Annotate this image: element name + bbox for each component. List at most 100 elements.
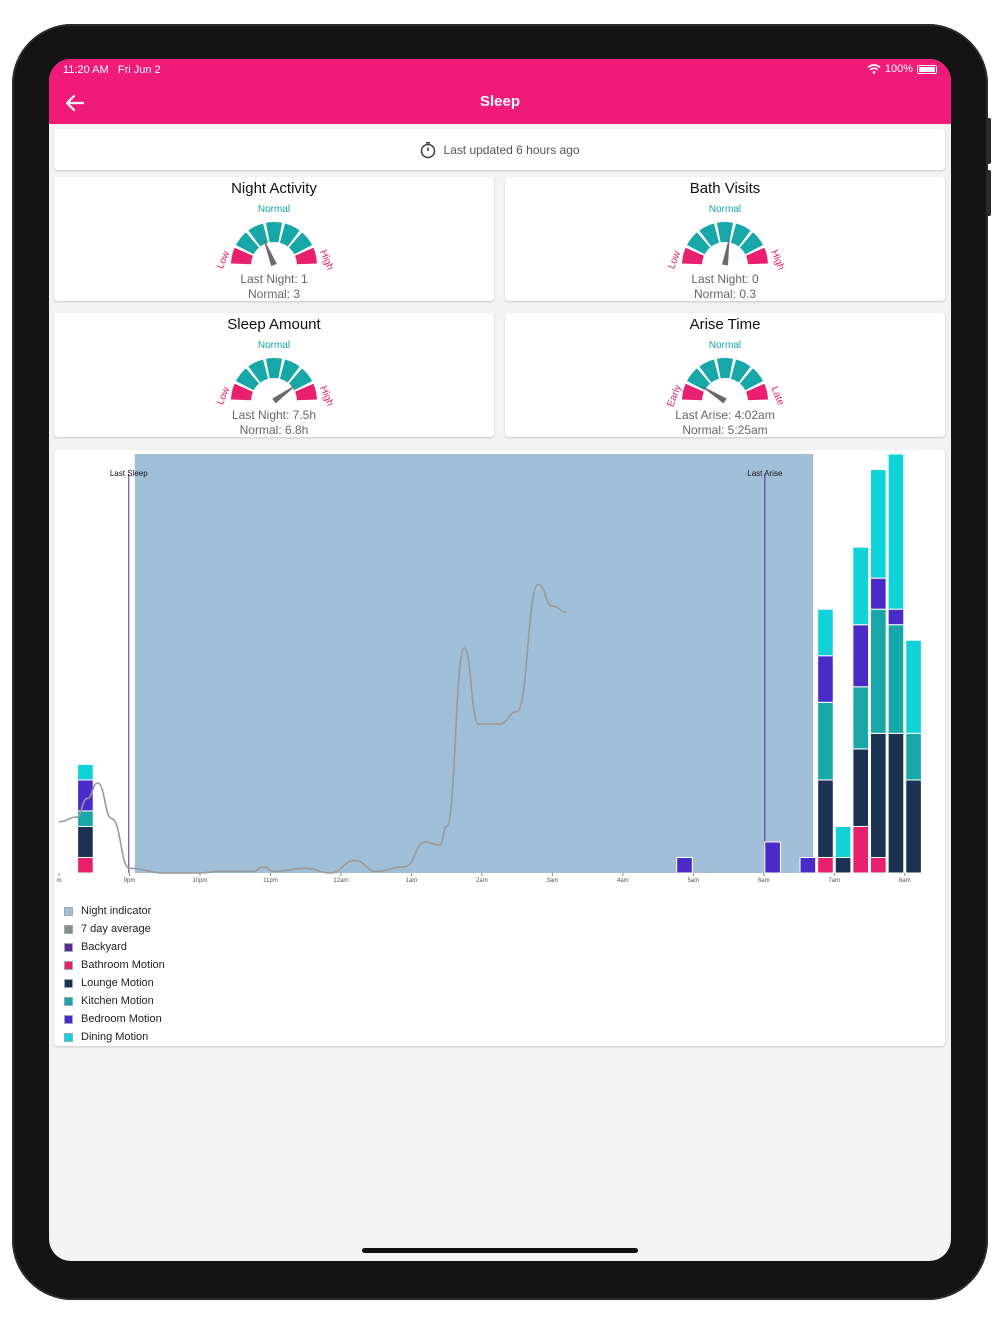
- gauge-card-sleep-amount[interactable]: Sleep Amount Normal Low High Last Night: …: [54, 313, 494, 437]
- legend-item[interactable]: Kitchen Motion: [64, 992, 165, 1010]
- last-updated-row: Last updated 6 hours ago: [54, 141, 945, 159]
- legend-item[interactable]: Night indicator: [64, 902, 165, 920]
- home-indicator[interactable]: [362, 1248, 638, 1253]
- bar-segment: [852, 624, 870, 688]
- legend-swatch: [64, 1014, 73, 1024]
- gauge-high-label: High: [768, 248, 786, 271]
- bar-segment: [887, 732, 905, 874]
- gauge-segment: [739, 232, 764, 255]
- legend-swatch: [64, 978, 73, 988]
- legend-label: Kitchen Motion: [81, 995, 154, 1007]
- gauge-normal-value: Normal: 3: [247, 287, 300, 301]
- x-tick-label: 3am: [547, 878, 559, 884]
- x-tick-label: 12am: [333, 878, 348, 884]
- gauge-normal-label: Normal: [708, 204, 742, 215]
- gauge-segment: [730, 359, 751, 383]
- nav-bar: Sleep: [49, 81, 951, 124]
- legend-label: Bedroom Motion: [81, 1013, 162, 1025]
- gauge-normal-value: Normal: 5:25am: [682, 423, 768, 437]
- gauge-low-label: Low: [666, 249, 683, 271]
- gauge-segment: [279, 359, 300, 383]
- legend-swatch: [64, 996, 73, 1006]
- gauge-card-night-activity[interactable]: Night Activity Normal Low High Last Night…: [54, 177, 494, 301]
- status-clock: 11:20 AM: [63, 64, 109, 76]
- gauge-segment: [739, 368, 764, 391]
- bar-segment: [817, 701, 834, 781]
- x-tick-label: 2am: [476, 878, 488, 884]
- bar-segment: [77, 825, 94, 858]
- gauge-normal-value: Normal: 0.3: [693, 287, 757, 301]
- bar-segment: [887, 453, 905, 610]
- gauge-title: Bath Visits: [689, 180, 761, 197]
- gauge-needle: [699, 384, 727, 404]
- sleep-activity-chart[interactable]: Last Sleep Last Arise m 9pm 10pm 11pm 12am 1am 2…: [54, 450, 945, 895]
- side-button: [986, 170, 991, 216]
- bar-segment: [77, 856, 94, 874]
- gauge-segment: [295, 247, 317, 265]
- x-tick-label: 11pm: [263, 878, 278, 884]
- gauge-segment: [231, 247, 253, 265]
- gauge-segment: [746, 247, 768, 265]
- gauge-last-value: Last Arise: 4:02am: [675, 408, 775, 422]
- annotation-label: Last Arise: [747, 469, 783, 478]
- bar-segment: [817, 856, 834, 874]
- bar-segment: [870, 469, 887, 579]
- gauge-last-value: Last Night: 7.5h: [231, 408, 317, 422]
- legend-item[interactable]: 7 day average: [64, 920, 165, 938]
- x-tick-label: 5am: [687, 878, 699, 884]
- legend-swatch: [64, 960, 73, 970]
- gauge-segment: [288, 368, 313, 391]
- x-tick-label: 8am: [899, 878, 911, 884]
- x-tick-label: 10pm: [192, 878, 207, 884]
- gauge-segment: [730, 223, 751, 247]
- legend-label: Dining Motion: [81, 1031, 149, 1043]
- gauge-low-label: Low: [215, 249, 232, 271]
- legend-swatch: [64, 942, 73, 952]
- x-tick-label: 1am: [406, 878, 418, 884]
- x-tick-label: 9pm: [124, 878, 136, 884]
- gauge-normal-label: Normal: [708, 340, 742, 351]
- legend-item[interactable]: Bathroom Motion: [64, 956, 165, 974]
- legend-item[interactable]: Dining Motion: [64, 1028, 165, 1046]
- bar-segment: [870, 856, 887, 874]
- bar-segment: [870, 608, 887, 734]
- bar-segment: [870, 577, 887, 610]
- legend-item[interactable]: Backyard: [64, 938, 165, 956]
- legend-item[interactable]: Lounge Motion: [64, 974, 165, 992]
- legend-label: 7 day average: [81, 923, 151, 935]
- gauge-needle: [262, 237, 277, 267]
- x-tick-label: 7am: [828, 878, 840, 884]
- gauge-dial: Low High: [215, 358, 335, 407]
- bar-segment: [834, 856, 852, 874]
- gauge-segment: [682, 247, 704, 265]
- gauge-segment: [231, 383, 253, 401]
- bar-segment: [852, 546, 870, 626]
- bar-segment: [852, 686, 870, 750]
- bar-segment: [905, 732, 922, 781]
- gauge-card-bath-visits[interactable]: Bath Visits Normal Low High Last Night: 0…: [505, 177, 945, 301]
- legend-label: Bathroom Motion: [81, 959, 165, 971]
- bar-segment: [905, 779, 922, 874]
- gauge-card-arise-time[interactable]: Arise Time Normal Early Late Last Arise: …: [505, 313, 945, 437]
- page-title: Sleep: [479, 93, 521, 110]
- bar-segment: [852, 748, 870, 827]
- gauge-segment: [716, 222, 734, 243]
- wifi-icon: [867, 64, 881, 74]
- legend-label: Lounge Motion: [81, 977, 154, 989]
- gauge-needle: [272, 383, 299, 404]
- bar-segment: [676, 856, 693, 874]
- gauge-title: Arise Time: [689, 316, 761, 333]
- last-updated-text: Last updated 6 hours ago: [443, 143, 580, 157]
- gauge-dial: Early Late: [665, 358, 786, 407]
- arrow-left-icon[interactable]: [63, 91, 87, 115]
- status-bar: 11:20 AM Fri Jun 2 100%: [49, 59, 951, 81]
- chart-legend: Night indicator 7 day average Backyard Bath…: [64, 902, 165, 1046]
- bar-segment: [799, 856, 817, 874]
- gauge-segment: [265, 222, 283, 243]
- gauge-normal-value: Normal: 6.8h: [239, 423, 309, 437]
- gauge-segment: [686, 368, 711, 391]
- status-right: 100%: [867, 63, 937, 75]
- legend-item[interactable]: Bedroom Motion: [64, 1010, 165, 1028]
- bar-segment: [77, 763, 94, 781]
- status-date: Fri Jun 2: [117, 64, 161, 76]
